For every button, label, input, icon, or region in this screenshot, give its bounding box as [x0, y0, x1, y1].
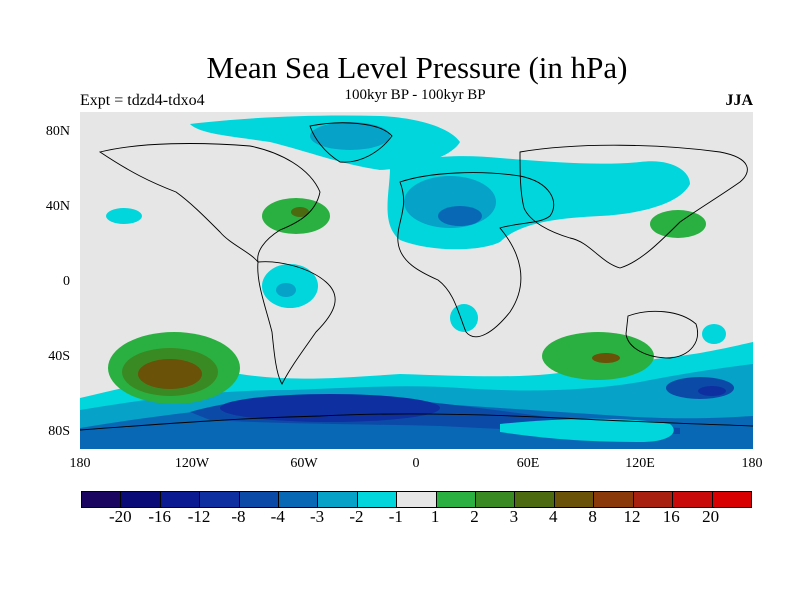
- atlantic-high-core: [291, 207, 309, 217]
- colorbar-swatch: [200, 492, 240, 507]
- colorbar-swatch: [673, 492, 713, 507]
- new-zealand-cyan: [702, 324, 726, 344]
- colorbar-label: 1: [430, 507, 440, 526]
- colorbar-swatch: [279, 492, 319, 507]
- colorbar-label: -16: [148, 507, 172, 526]
- colorbar-label: 20: [702, 507, 720, 526]
- lon-label-120w: 120W: [174, 456, 210, 471]
- colorbar-swatch: [239, 492, 280, 507]
- colorbar-swatch: [121, 492, 161, 507]
- lon-label-60w: 60W: [290, 456, 318, 471]
- colorbar-label: 12: [623, 507, 641, 526]
- period-label: 100kyr BP - 100kyr BP: [344, 87, 486, 103]
- lon-label-180-right: 180: [741, 456, 763, 471]
- colorbar-swatch: [476, 492, 516, 507]
- colorbar-swatch: [712, 492, 751, 507]
- colorbar-swatch: [594, 492, 634, 507]
- colorbar-label: -2: [349, 507, 364, 526]
- lat-label-80n: 80N: [45, 124, 70, 139]
- tasman-low-core: [698, 386, 726, 396]
- lon-label-180-left: 180: [69, 456, 91, 471]
- southern-africa-cyan: [450, 304, 478, 332]
- colorbar-swatch: [436, 492, 477, 507]
- colorbar-label: 4: [548, 507, 558, 526]
- colorbar-swatch: [397, 492, 437, 507]
- pressure-map: [80, 112, 753, 449]
- season-label: JJA: [725, 92, 753, 109]
- colorbar-swatch: [515, 492, 555, 507]
- colorbar-swatch: [160, 492, 201, 507]
- lat-label-80s: 80S: [48, 424, 70, 439]
- colorbar-swatch: [357, 492, 398, 507]
- antarctic-light-region: [500, 418, 674, 442]
- colorbar-swatch: [82, 492, 122, 507]
- experiment-label: Expt = tdzd4-tdxo4: [80, 92, 205, 109]
- asia-outline: [519, 144, 748, 269]
- colorbar-label: 16: [662, 507, 680, 526]
- colorbar-swatch: [633, 492, 674, 507]
- australia-outline: [625, 310, 698, 359]
- southern-low-core: [220, 394, 440, 422]
- lat-label-40n: 40N: [45, 199, 70, 214]
- lon-label-120e: 120E: [625, 456, 655, 471]
- colorbar-label: -12: [187, 507, 211, 526]
- south-pacific-high-core: [138, 359, 202, 389]
- greenland-low: [310, 122, 390, 150]
- south-america-low: [276, 283, 296, 297]
- colorbar-label: 3: [509, 507, 519, 526]
- colorbar-label: -8: [231, 507, 246, 526]
- tasman-low: [666, 377, 734, 399]
- colorbar: [81, 491, 752, 508]
- north-pacific-cyan: [106, 208, 142, 224]
- mediterranean-low-core: [438, 206, 482, 226]
- lon-label-60e: 60E: [516, 456, 540, 471]
- south-america-outline: [257, 261, 336, 385]
- colorbar-swatch: [554, 492, 595, 507]
- lat-label-40s: 40S: [48, 349, 70, 364]
- map-title: Mean Sea Level Pressure (in hPa): [206, 50, 628, 85]
- colorbar-swatch: [318, 492, 358, 507]
- colorbar-label: -4: [270, 507, 285, 526]
- lat-label-0: 0: [63, 274, 70, 289]
- colorbar-label: -3: [310, 507, 325, 526]
- greenland-outline: [309, 122, 393, 163]
- coastlines: [80, 122, 753, 431]
- indian-ocean-high-core: [592, 353, 620, 363]
- colorbar-label: -20: [109, 507, 132, 526]
- lon-label-0: 0: [412, 456, 420, 471]
- north-america-outline: [98, 143, 321, 263]
- colorbar-label: 2: [470, 507, 479, 526]
- antarctica-outline: [80, 413, 753, 431]
- colorbar-label: -1: [388, 507, 403, 526]
- colorbar-label: 8: [588, 507, 597, 526]
